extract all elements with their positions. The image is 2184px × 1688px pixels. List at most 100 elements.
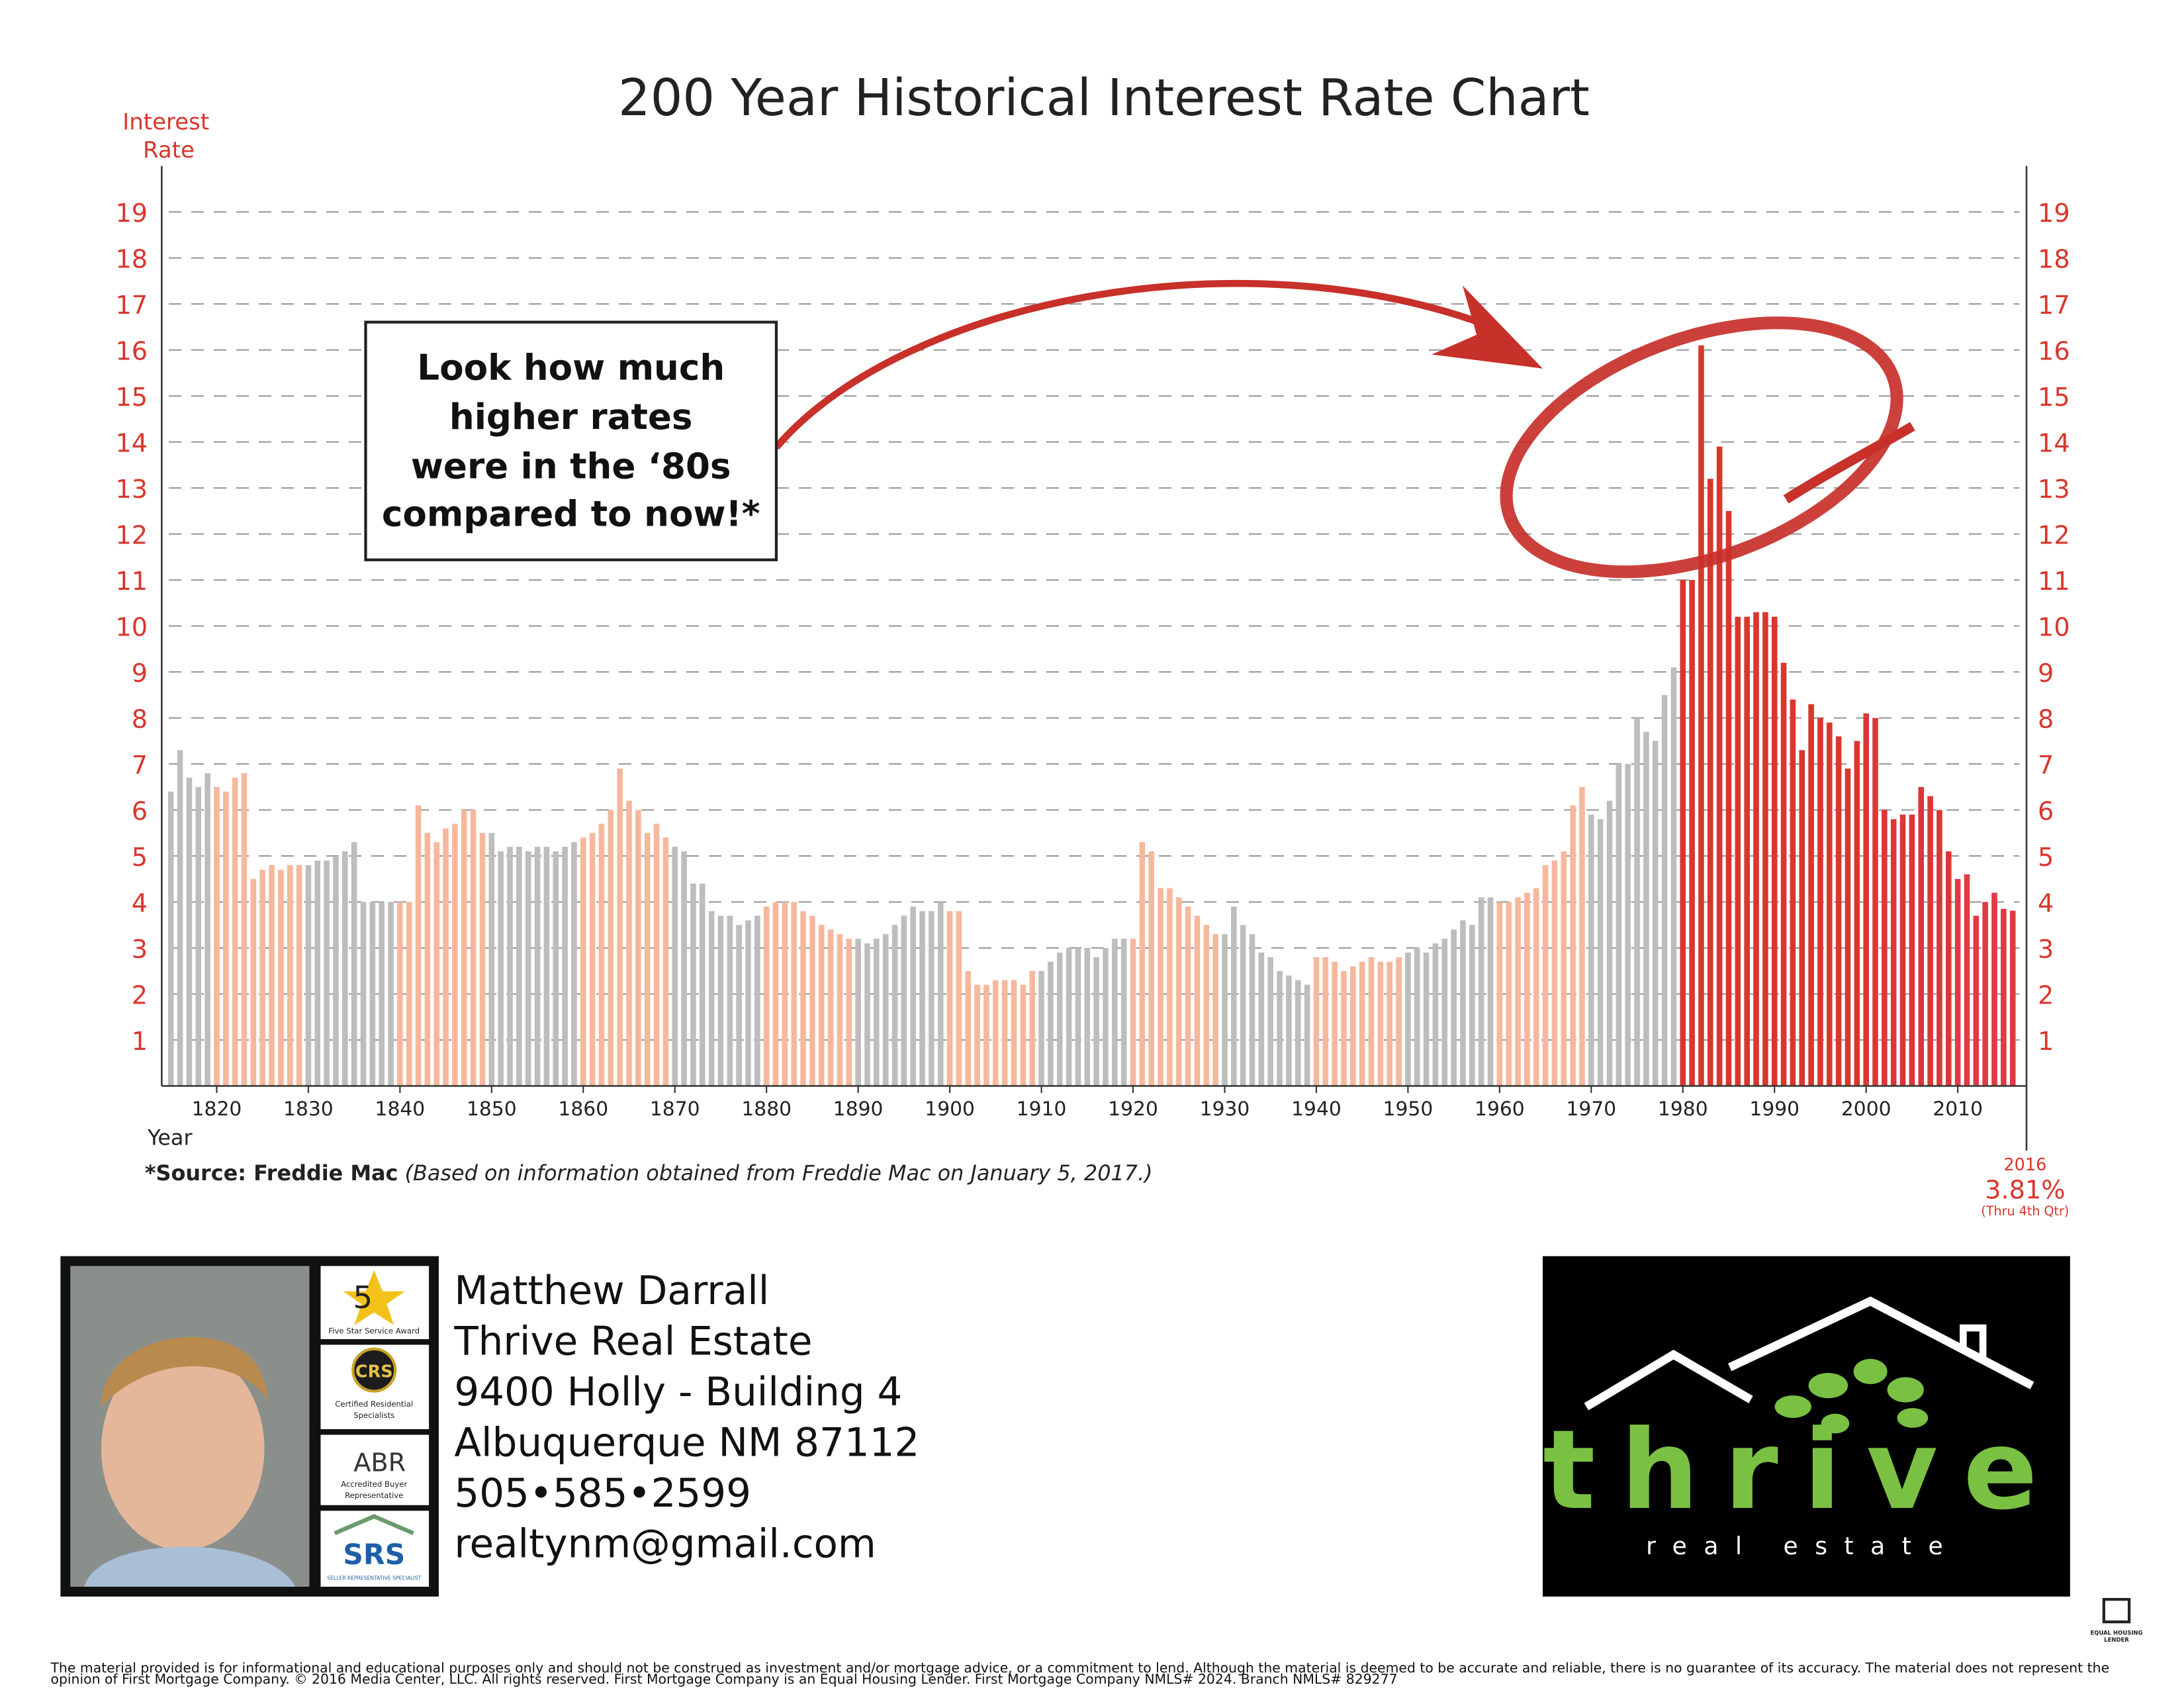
bar [929,911,934,1086]
bar [1689,580,1695,1086]
bar [360,902,367,1086]
bar [1249,934,1255,1086]
bar [341,851,348,1086]
disclaimer: The material provided is for information… [50,1660,2109,1676]
bar [846,939,852,1086]
y-tick-label: 1 [132,1027,148,1056]
bar [1011,980,1017,1086]
y-tick-label: 5 [132,843,148,872]
bar [259,869,265,1086]
bar [1799,750,1805,1086]
bar [1735,616,1741,1086]
disclaimer: opinion of First Mortgage Company. © 201… [50,1671,1397,1687]
badge-mark: 5 [353,1280,373,1316]
bar [891,925,898,1086]
bar [662,837,669,1086]
bar [736,925,742,1086]
badge [320,1434,430,1505]
bar [1625,764,1631,1086]
logo-roof [1584,1349,1753,1411]
bar [1872,718,1878,1086]
bar [232,777,238,1086]
bar [1038,970,1044,1086]
highlight-circle [1500,316,1903,579]
bar [1670,667,1677,1086]
x-tick-label: 1930 [1200,1098,1250,1121]
bar [1432,943,1439,1086]
y-tick-label: 11 [115,567,148,596]
bar [965,970,972,1086]
bar [1615,764,1622,1086]
y-tick-label: 9 [132,659,148,688]
photo-shirt [84,1546,296,1587]
bar [1258,952,1265,1086]
x-tick-label: 2000 [1841,1098,1891,1121]
bar [1817,718,1823,1086]
bar [195,786,202,1086]
bar [1882,810,1888,1086]
bar [1946,851,1952,1086]
badge-mark: CRS [355,1362,393,1382]
bar [800,911,806,1086]
bar [1175,897,1182,1086]
bar [772,902,779,1086]
y2-tick-label: 3 [2038,935,2054,964]
bar [782,902,788,1086]
equal-housing-icon [2102,1598,2131,1624]
bar [571,842,577,1086]
logo-roof [1727,1296,2034,1389]
bar [525,851,531,1086]
badge [320,1511,430,1587]
bar [1515,897,1521,1086]
bar [443,828,449,1086]
bar [1725,510,1732,1086]
y-tick-label: 10 [115,613,148,642]
bar [974,984,980,1086]
bar [1112,939,1118,1086]
bar [2001,908,2007,1086]
bar [1753,612,1759,1086]
bar [1991,892,1997,1086]
bar [1368,957,1375,1086]
bar [1954,878,1961,1086]
bar [1029,970,1036,1086]
bar [708,911,715,1086]
source: *Source: Freddie Mac (Based on informati… [145,1160,1153,1186]
bar [1469,925,1475,1086]
x-tick-label: 1850 [467,1098,517,1121]
x-tick-label: 1990 [1749,1098,1799,1121]
y2-tick-label: 16 [2038,338,2070,367]
y2-tick-label: 7 [2038,751,2054,780]
bar [1551,861,1558,1086]
bar [1808,704,1814,1086]
badge-roof [334,1514,414,1536]
bar [626,800,632,1086]
bar [333,856,339,1086]
bar [690,883,696,1086]
bar [1496,902,1503,1086]
end-value: 3.81% [1985,1176,2065,1205]
x-tick-label: 1920 [1108,1098,1158,1121]
x-tick-label: 1980 [1658,1098,1708,1121]
bar [1451,929,1457,1086]
bar [177,750,183,1086]
bar [1827,722,1833,1086]
annotation-box [364,320,778,561]
y-tick-label: 3 [132,935,148,964]
badge-caption: Representative [345,1491,403,1500]
bar [1927,796,1933,1086]
bar [479,833,486,1086]
badge-caption: Certified Residential [335,1399,413,1409]
bar [1167,888,1173,1086]
bar [580,837,586,1086]
end-note: (Thru 4th Qtr) [1981,1203,2069,1219]
x-tick-label: 1860 [558,1098,608,1121]
logo-name: thrive [1543,1407,2063,1534]
bar [488,833,495,1086]
bar [1387,961,1393,1086]
bar [1762,612,1768,1086]
bar [1936,810,1942,1086]
bar [186,777,193,1086]
bar [461,810,467,1086]
